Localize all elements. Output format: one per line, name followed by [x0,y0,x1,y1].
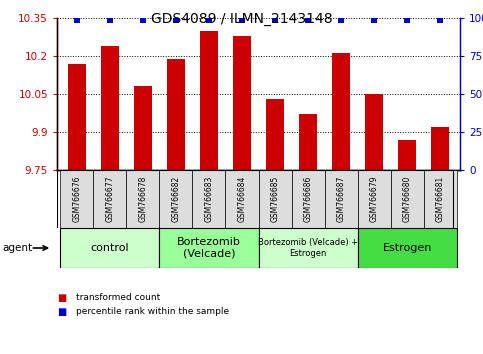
Bar [391,170,424,228]
Text: control: control [90,243,129,253]
Point [436,17,444,22]
Bar [398,139,416,170]
Bar [159,228,258,268]
Text: ■: ■ [57,307,66,317]
Bar [200,31,218,170]
Bar [60,228,159,268]
Bar [357,170,391,228]
Bar [60,170,93,228]
Bar [159,170,192,228]
Bar [292,170,325,228]
Point [304,17,312,22]
Bar [167,58,185,170]
Bar [233,36,251,170]
Point [271,17,279,22]
Bar [431,127,449,170]
Text: GSM766681: GSM766681 [436,176,445,222]
Text: agent: agent [2,243,32,253]
Text: GSM766684: GSM766684 [238,176,246,222]
Text: GSM766677: GSM766677 [105,176,114,222]
Point [106,17,114,22]
Bar [226,170,258,228]
Bar [68,64,86,170]
Text: ■: ■ [57,293,66,303]
Text: GSM766685: GSM766685 [270,176,280,222]
Bar [258,170,292,228]
Bar [258,228,357,268]
Point [172,17,180,22]
Text: GSM766676: GSM766676 [72,176,81,222]
Text: GSM766682: GSM766682 [171,176,181,222]
Text: GDS4089 / ILMN_2143148: GDS4089 / ILMN_2143148 [151,12,332,27]
Bar [332,53,350,170]
Point [73,17,81,22]
Text: transformed count: transformed count [76,293,160,303]
Point [139,17,147,22]
Text: GSM766683: GSM766683 [204,176,213,222]
Bar [424,170,457,228]
Text: Estrogen: Estrogen [383,243,432,253]
Bar [365,94,383,170]
Text: GSM766678: GSM766678 [139,176,147,222]
Text: GSM766686: GSM766686 [303,176,313,222]
Text: percentile rank within the sample: percentile rank within the sample [76,308,229,316]
Point [370,17,378,22]
Bar [192,170,226,228]
Text: Bortezomib
(Velcade): Bortezomib (Velcade) [177,237,241,259]
Bar [266,99,284,170]
Text: GSM766687: GSM766687 [337,176,345,222]
Point [205,17,213,22]
Bar [101,46,119,170]
Bar [127,170,159,228]
Bar [299,114,317,170]
Point [238,17,246,22]
Bar [357,228,457,268]
Text: Bortezomib (Velcade) +
Estrogen: Bortezomib (Velcade) + Estrogen [258,238,358,258]
Point [403,17,411,22]
Text: GSM766680: GSM766680 [403,176,412,222]
Bar [325,170,357,228]
Bar [93,170,127,228]
Bar [134,86,152,170]
Point [337,17,345,22]
Text: GSM766679: GSM766679 [369,176,379,222]
